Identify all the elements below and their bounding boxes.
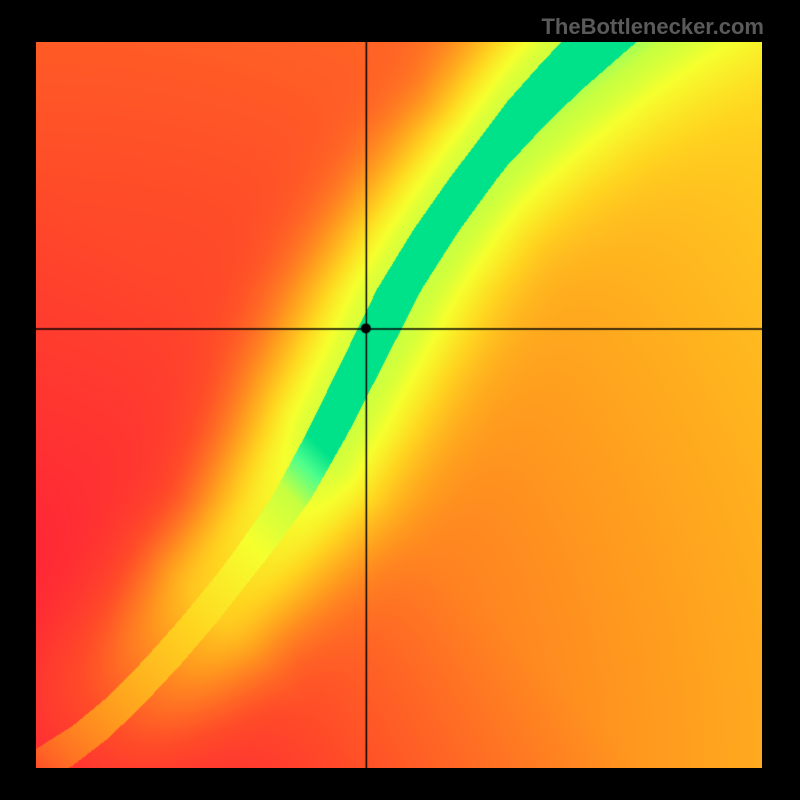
- heatmap-canvas: [36, 42, 762, 768]
- heatmap-chart: [36, 42, 762, 768]
- watermark-text: TheBottlenecker.com: [541, 14, 764, 40]
